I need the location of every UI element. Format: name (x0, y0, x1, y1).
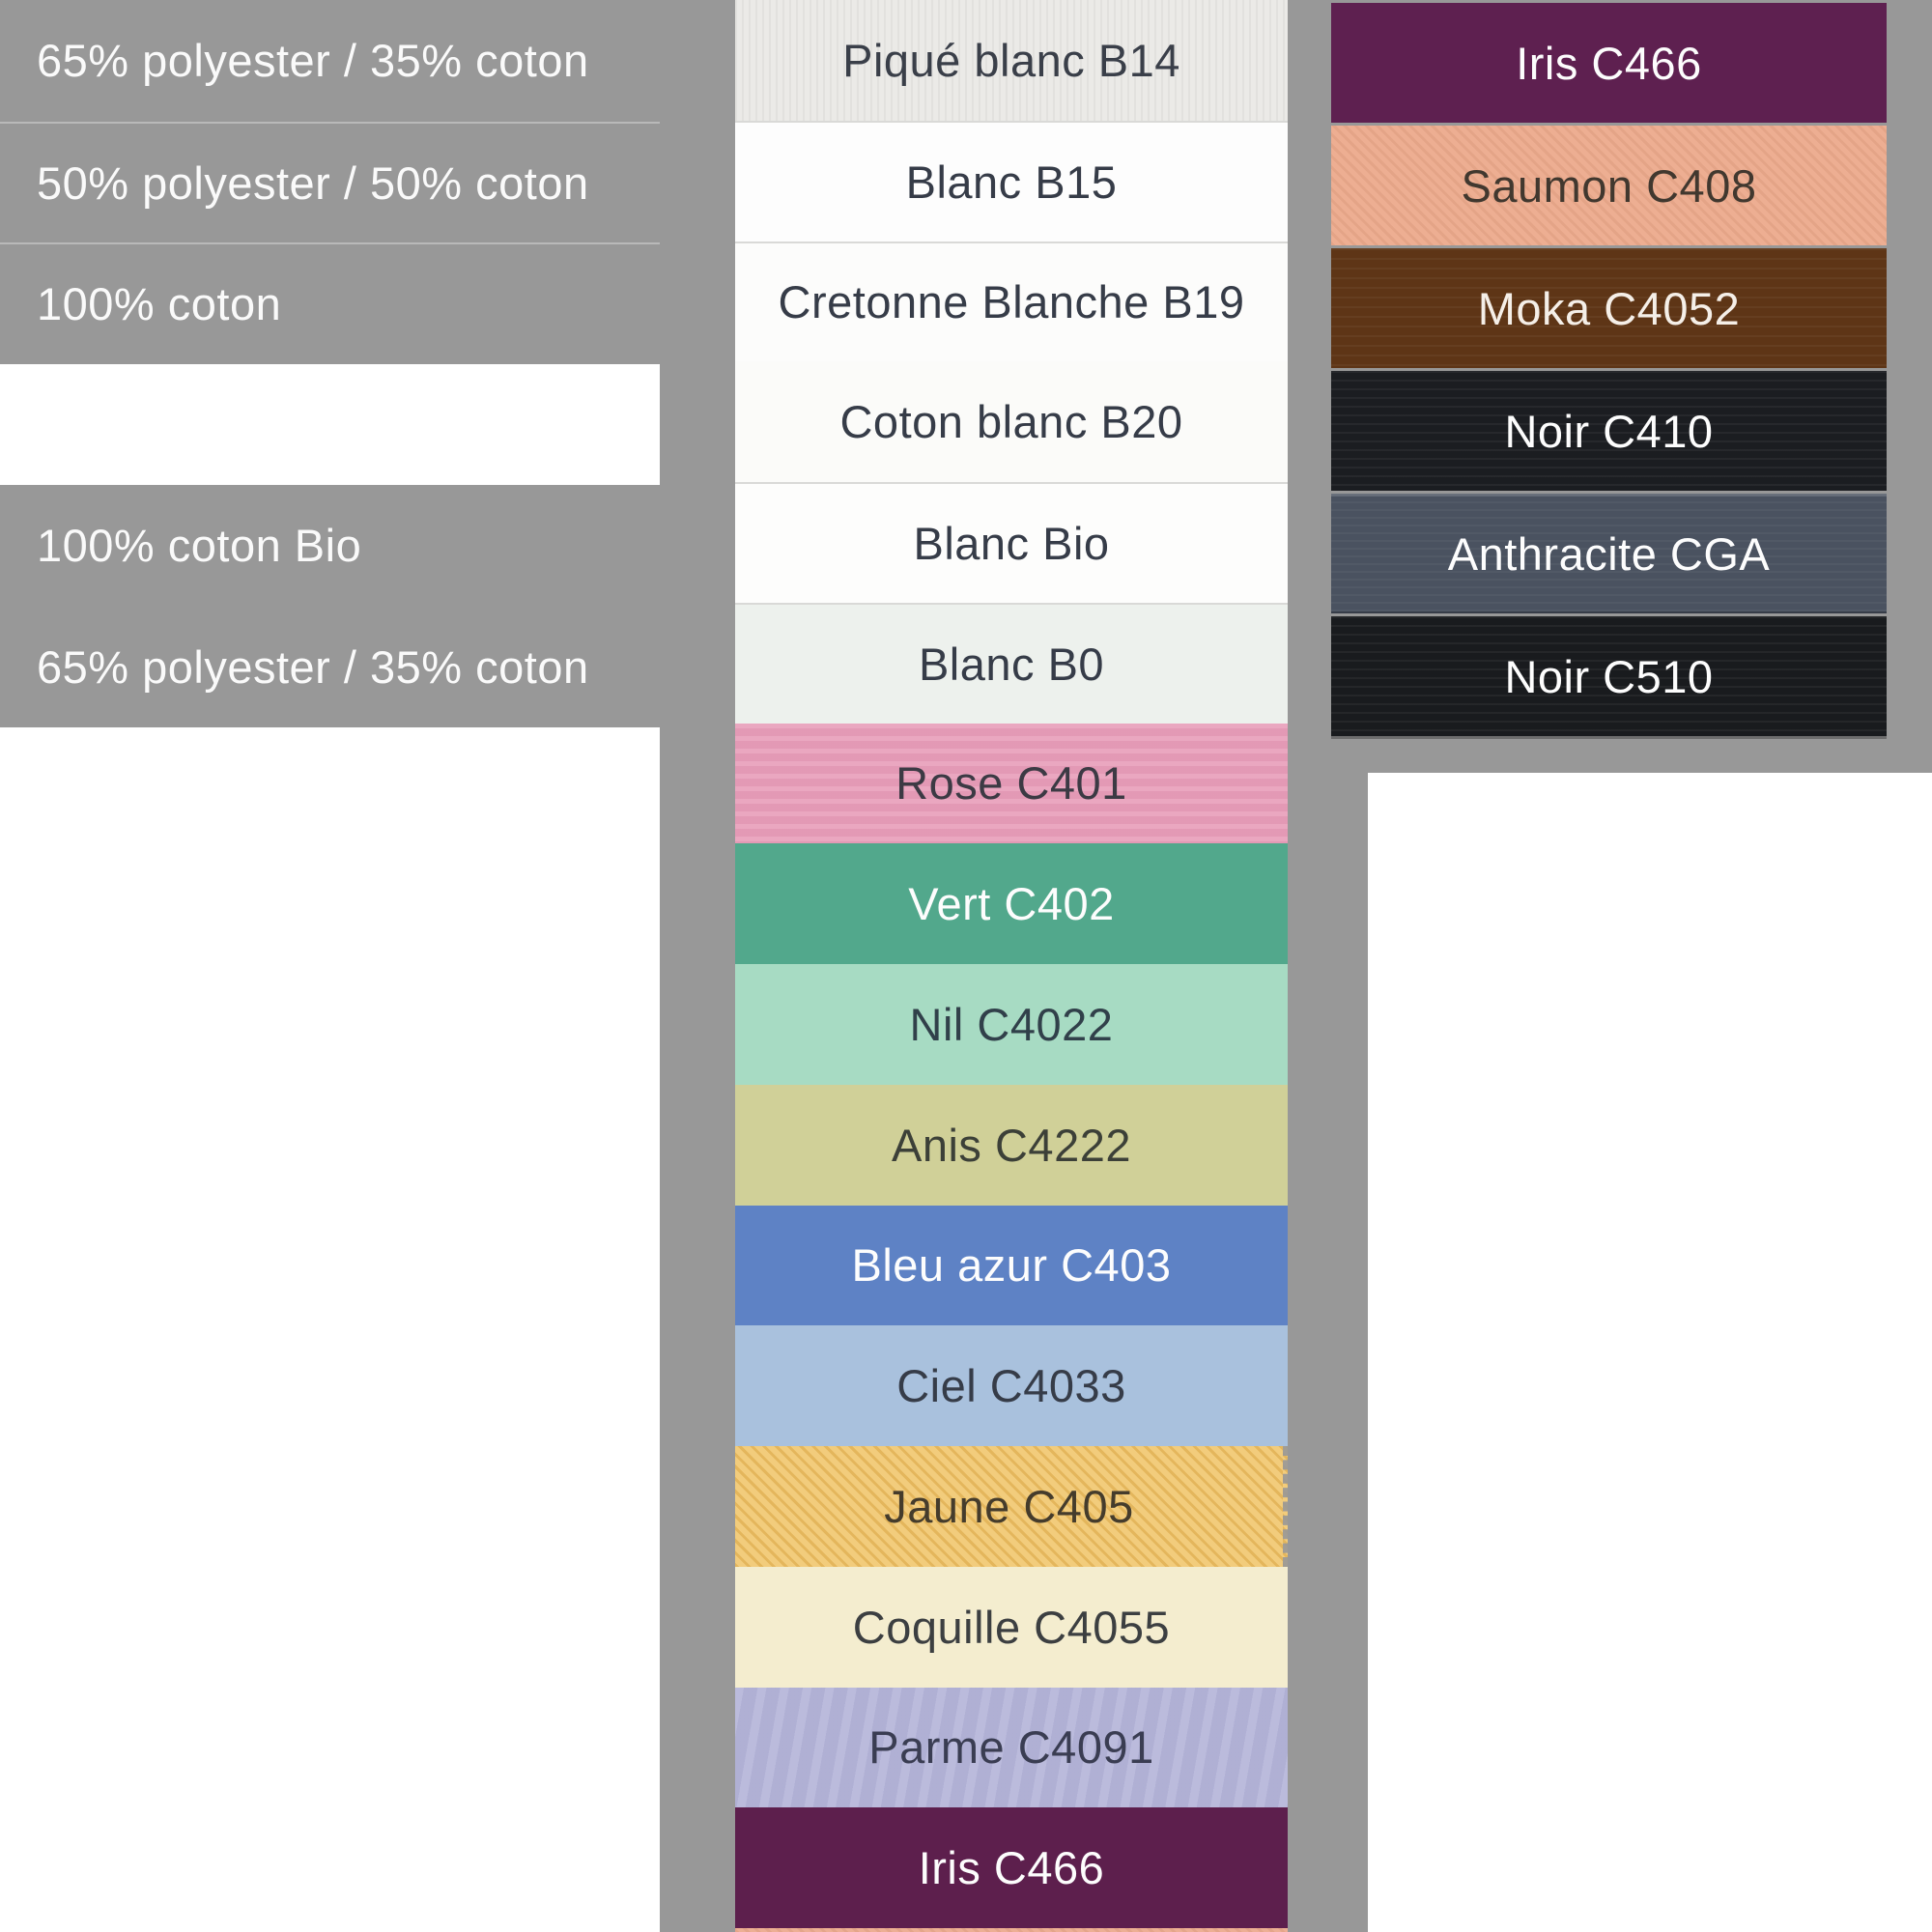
composition-panel: 65% polyester / 35% coton 50% polyester … (0, 0, 660, 727)
fabric-swatch: Coquille C4055 (735, 1566, 1288, 1688)
swatch-label: Anthracite CGA (1447, 527, 1771, 580)
swatch-label: Bleu azur C403 (851, 1239, 1172, 1292)
composition-row: 65% polyester / 35% coton (0, 607, 660, 728)
swatch-label: Ciel C4033 (896, 1360, 1126, 1412)
swatch-label: Anis C4222 (892, 1119, 1131, 1171)
fabric-swatch: Parme C4091 (735, 1687, 1288, 1808)
fabric-swatch: Iris C466 (735, 1807, 1288, 1928)
swatch-label: Blanc B15 (905, 156, 1118, 208)
fabric-swatch-column: Piqué blanc B14 Blanc B15 Cretonne Blanc… (735, 0, 1288, 1932)
fabric-swatch: Coton blanc B20 (735, 361, 1288, 482)
swatch-label: Noir C410 (1504, 405, 1714, 457)
swatch-label: Cretonne Blanche B19 (778, 276, 1245, 328)
swatch-label: Blanc B0 (918, 638, 1105, 690)
fabric-swatch: Blanc Bio (735, 482, 1288, 603)
left-blank-area (0, 727, 660, 1932)
swatch-label: Piqué blanc B14 (842, 34, 1180, 86)
fabric-swatch: Cretonne Blanche B19 (735, 241, 1288, 362)
fabric-swatch: Ciel C4033 (735, 1325, 1288, 1446)
composition-row: 50% polyester / 50% coton (0, 121, 660, 243)
color-swatch-column: Iris C466 Saumon C408 Moka C4052 Noir C4… (1331, 0, 1887, 739)
fabric-swatch: Rose C401 (735, 723, 1288, 844)
fabric-swatch: Nil C4022 (735, 964, 1288, 1085)
bottom-right-blank-area (1368, 773, 1932, 1932)
swatch-label: Nil C4022 (909, 998, 1114, 1050)
fabric-swatch: Blanc B0 (735, 602, 1288, 724)
fabric-swatch: Saumon C408 (1331, 126, 1887, 245)
fabric-swatch: Piqué blanc B14 (735, 0, 1288, 121)
swatch-label: Coton blanc B20 (839, 396, 1183, 448)
composition-label: 65% polyester / 35% coton (37, 640, 589, 693)
composition-label: 65% polyester / 35% coton (37, 35, 589, 87)
fabric-swatch: Moka C4052 (1331, 248, 1887, 368)
composition-label: 100% coton Bio (37, 520, 362, 572)
fabric-swatch: Noir C410 (1331, 371, 1887, 491)
composition-label: 100% coton (37, 278, 282, 330)
swatch-label: Jaune C405 (884, 1480, 1134, 1532)
fabric-swatch: Iris C466 (1331, 3, 1887, 123)
fabric-swatch: Vert C402 (735, 843, 1288, 964)
fabric-swatch: Blanc B15 (735, 120, 1288, 242)
fabric-swatch-partial (735, 1928, 1288, 1932)
composition-row: 100% coton (0, 242, 660, 364)
fabric-swatch: Anis C4222 (735, 1084, 1288, 1206)
swatch-label: Rose C401 (895, 757, 1127, 810)
swatch-label: Blanc Bio (913, 517, 1110, 569)
composition-row: 65% polyester / 35% coton (0, 0, 660, 122)
swatch-label: Noir C510 (1504, 650, 1714, 702)
swatch-label: Iris C466 (1516, 37, 1702, 89)
fabric-swatch: Jaune C405 (735, 1446, 1288, 1567)
swatch-label: Coquille C4055 (852, 1601, 1171, 1653)
composition-row-blank (0, 363, 660, 485)
fabric-swatch: Bleu azur C403 (735, 1205, 1288, 1326)
fabric-swatch: Noir C510 (1331, 616, 1887, 736)
swatch-label: Iris C466 (918, 1842, 1105, 1894)
composition-label: 50% polyester / 50% coton (37, 156, 589, 209)
fabric-swatch: Anthracite CGA (1331, 494, 1887, 613)
swatch-label: Saumon C408 (1461, 159, 1757, 212)
swatch-label: Moka C4052 (1477, 282, 1741, 334)
composition-row: 100% coton Bio (0, 485, 660, 607)
swatch-label: Parme C4091 (868, 1721, 1154, 1774)
swatch-label: Vert C402 (908, 878, 1115, 930)
